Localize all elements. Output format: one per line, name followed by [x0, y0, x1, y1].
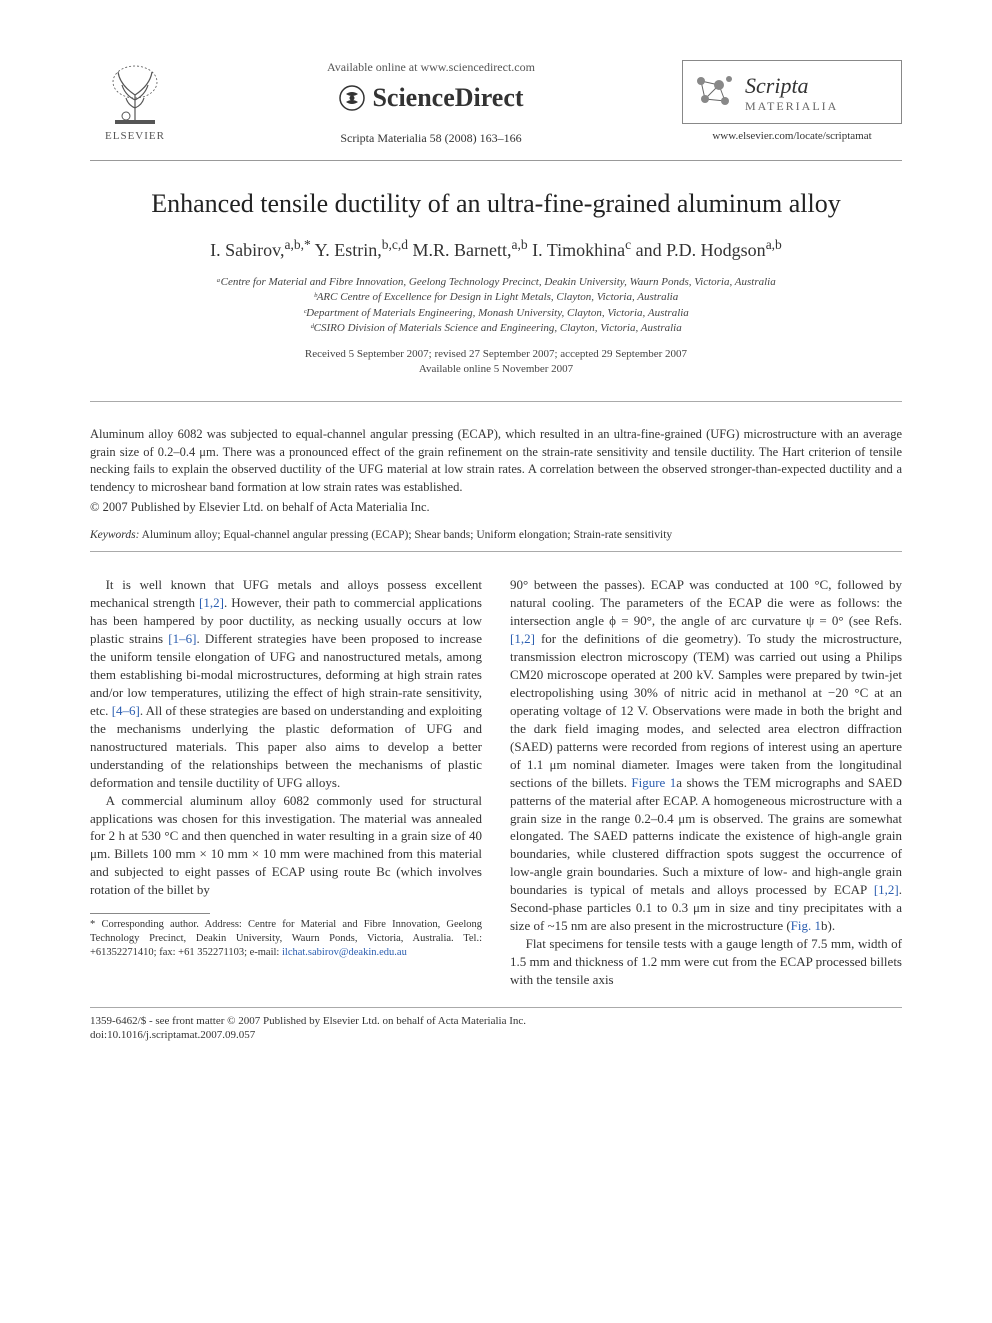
affiliation-b: ᵇARC Centre of Excellence for Design in … [90, 290, 902, 305]
available-date: Available online 5 November 2007 [90, 362, 902, 377]
abstract-copyright: © 2007 Published by Elsevier Ltd. on beh… [90, 500, 902, 515]
journal-box: Scripta MATERIALIA [682, 60, 902, 124]
body-para-2: A commercial aluminum alloy 6082 commonl… [90, 792, 482, 900]
ref-link[interactable]: [1,2] [874, 882, 899, 897]
available-online-text: Available online at www.sciencedirect.co… [180, 60, 682, 75]
sciencedirect-logo: ScienceDirect [338, 83, 523, 113]
sciencedirect-icon [338, 84, 366, 112]
footer-divider [90, 1007, 902, 1008]
journal-scripta-text: Scripta [745, 73, 838, 99]
divider-abstract-top [90, 401, 902, 402]
column-right: 90° between the passes). ECAP was conduc… [510, 576, 902, 989]
figure-link[interactable]: Fig. 1 [791, 918, 821, 933]
corresponding-author-footnote: * Corresponding author. Address: Centre … [90, 918, 482, 959]
body-para-4: Flat specimens for tensile tests with a … [510, 935, 902, 989]
body-text: b). [821, 918, 835, 933]
footnote-divider [90, 913, 210, 914]
ref-link[interactable]: [1–6] [168, 631, 196, 646]
affiliation-c: ᶜDepartment of Materials Engineering, Mo… [90, 306, 902, 321]
journal-url: www.elsevier.com/locate/scriptamat [682, 130, 902, 142]
header-divider [90, 160, 902, 161]
body-text: a shows the TEM micrographs and SAED pat… [510, 775, 902, 898]
article-dates: Received 5 September 2007; revised 27 Se… [90, 347, 902, 378]
publisher-logo: ELSEVIER [90, 60, 180, 142]
affiliations: ᵃCentre for Material and Fibre Innovatio… [90, 275, 902, 337]
body-text: 90° between the passes). ECAP was conduc… [510, 577, 902, 628]
article-page: ELSEVIER Available online at www.science… [0, 0, 992, 1083]
ref-link[interactable]: [4–6] [112, 703, 140, 718]
article-body: It is well known that UFG metals and all… [90, 576, 902, 989]
ref-link[interactable]: [1,2] [510, 631, 535, 646]
footer-block: 1359-6462/$ - see front matter © 2007 Pu… [90, 1014, 902, 1043]
author-list: I. Sabirov,a,b,* Y. Estrin,b,c,d M.R. Ba… [90, 237, 902, 261]
journal-materialia-text: MATERIALIA [745, 99, 838, 114]
affiliation-a: ᵃCentre for Material and Fibre Innovatio… [90, 275, 902, 290]
column-left: It is well known that UFG metals and all… [90, 576, 482, 989]
body-para-3: 90° between the passes). ECAP was conduc… [510, 576, 902, 935]
journal-block: Scripta MATERIALIA www.elsevier.com/loca… [682, 60, 902, 142]
elsevier-tree-icon [100, 60, 170, 130]
author-email[interactable]: ilchat.sabirov@deakin.edu.au [282, 947, 407, 958]
elsevier-text: ELSEVIER [105, 130, 165, 142]
keywords: Keywords: Aluminum alloy; Equal-channel … [90, 529, 902, 541]
figure-link[interactable]: Figure 1 [631, 775, 676, 790]
header-center: Available online at www.sciencedirect.co… [180, 60, 682, 146]
abstract-text: Aluminum alloy 6082 was subjected to equ… [90, 426, 902, 496]
affiliation-d: ᵈCSIRO Division of Materials Science and… [90, 321, 902, 336]
footer-copyright: 1359-6462/$ - see front matter © 2007 Pu… [90, 1014, 902, 1028]
body-para-1: It is well known that UFG metals and all… [90, 576, 482, 791]
citation-text: Scripta Materialia 58 (2008) 163–166 [180, 131, 682, 146]
sciencedirect-text: ScienceDirect [372, 83, 523, 113]
keywords-text: Aluminum alloy; Equal-channel angular pr… [139, 529, 672, 541]
footer-doi: doi:10.1016/j.scriptamat.2007.09.057 [90, 1028, 902, 1042]
received-date: Received 5 September 2007; revised 27 Se… [90, 347, 902, 362]
body-text: . All of these strategies are based on u… [90, 703, 482, 790]
article-title: Enhanced tensile ductility of an ultra-f… [90, 189, 902, 219]
molecule-icon [691, 71, 735, 115]
ref-link[interactable]: [1,2] [199, 595, 224, 610]
keywords-label: Keywords: [90, 529, 139, 541]
journal-name: Scripta MATERIALIA [745, 73, 838, 114]
body-text: for the definitions of die geometry). To… [510, 631, 902, 790]
divider-abstract-bottom [90, 551, 902, 552]
header-block: ELSEVIER Available online at www.science… [90, 60, 902, 146]
